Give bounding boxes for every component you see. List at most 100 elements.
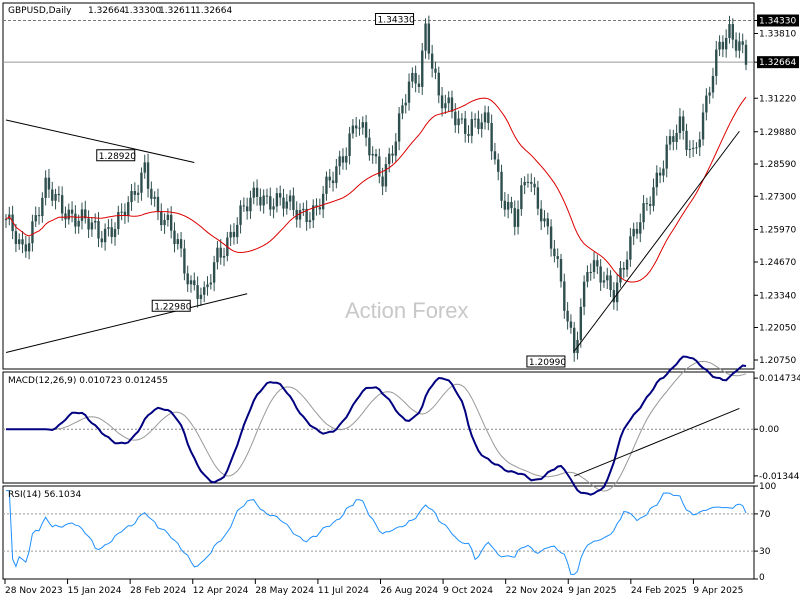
candle-body bbox=[4, 219, 8, 221]
candle-body bbox=[533, 183, 536, 188]
candle-body bbox=[41, 197, 44, 216]
candle-body bbox=[744, 44, 748, 65]
candle-body bbox=[642, 203, 645, 223]
price-label: 1.20990 bbox=[529, 358, 566, 368]
macd-axis-label: -0.013442 bbox=[759, 472, 800, 482]
candle-body bbox=[477, 118, 480, 129]
candle-body bbox=[245, 206, 249, 212]
x-axis-label: 9 Apr 2025 bbox=[693, 586, 743, 596]
candle-body bbox=[345, 155, 348, 163]
candle-body bbox=[460, 118, 464, 120]
macd-axis-label: 0.014734 bbox=[759, 374, 800, 384]
price-label-box bbox=[151, 299, 191, 312]
candle-body bbox=[21, 239, 24, 245]
candle-body bbox=[563, 281, 566, 311]
candle-body bbox=[285, 201, 289, 209]
candle-body bbox=[156, 196, 160, 212]
candle-body bbox=[93, 220, 97, 223]
candle-body bbox=[668, 136, 672, 145]
price-axis-label: 1.23340 bbox=[759, 291, 796, 301]
candle-body bbox=[368, 137, 371, 156]
candle-body bbox=[70, 209, 74, 214]
candle-body bbox=[272, 206, 275, 210]
rsi-axis-label: 30 bbox=[759, 547, 771, 557]
candle-body bbox=[635, 228, 639, 234]
candle-body bbox=[652, 187, 655, 206]
candle-body bbox=[497, 159, 500, 172]
candle-body bbox=[705, 95, 708, 113]
candle-body bbox=[308, 220, 312, 223]
candle-body bbox=[493, 151, 497, 160]
price-axis-label: 1.29880 bbox=[759, 128, 796, 138]
candle-body bbox=[77, 220, 80, 227]
candle-body bbox=[335, 166, 338, 184]
candle-body bbox=[103, 228, 107, 243]
candle-body bbox=[348, 133, 351, 156]
candle-body bbox=[117, 212, 120, 230]
candle-body bbox=[480, 122, 483, 129]
price-label-box bbox=[375, 13, 415, 25]
candle-body bbox=[209, 282, 213, 285]
trendline-3 bbox=[573, 130, 740, 352]
candle-body bbox=[401, 105, 404, 114]
candle-body bbox=[312, 205, 315, 221]
candle-body bbox=[140, 172, 143, 193]
rsi-label: RSI(14) 56.1034 bbox=[8, 490, 81, 500]
candle-body bbox=[513, 208, 516, 227]
price-axis-label: 1.22050 bbox=[759, 324, 796, 334]
x-axis-label: 26 Aug 2024 bbox=[381, 586, 439, 596]
candle-body bbox=[189, 280, 193, 285]
candle-body bbox=[708, 92, 711, 96]
candle-body bbox=[259, 196, 262, 206]
candle-body bbox=[288, 195, 292, 202]
candle-body bbox=[566, 310, 569, 322]
candle-body bbox=[87, 218, 90, 230]
candle-body bbox=[37, 215, 41, 217]
candle-body bbox=[678, 116, 682, 133]
trendline-1 bbox=[5, 119, 195, 163]
price-axis-label: 1.33810 bbox=[759, 30, 796, 40]
candle-body bbox=[569, 321, 573, 328]
candle-body bbox=[186, 273, 189, 285]
candle-body bbox=[510, 201, 513, 209]
trendline-2 bbox=[5, 293, 248, 353]
candle-body bbox=[24, 244, 28, 252]
candle-body bbox=[216, 247, 219, 263]
candle-body bbox=[427, 23, 431, 54]
candle-body bbox=[440, 95, 444, 109]
candle-body bbox=[11, 214, 14, 232]
rsi-pane bbox=[2, 485, 755, 580]
candle-body bbox=[619, 267, 622, 283]
candle-body bbox=[622, 267, 625, 270]
candle-body bbox=[27, 243, 31, 252]
candle-body bbox=[146, 162, 150, 189]
candle-body bbox=[113, 229, 117, 238]
candle-body bbox=[90, 222, 94, 230]
price-axis-label: 1.25970 bbox=[759, 226, 796, 236]
moving-average-line bbox=[5, 96, 747, 283]
candle-body bbox=[411, 72, 414, 82]
candle-body bbox=[688, 149, 692, 151]
candle-body bbox=[123, 211, 127, 217]
macd-axis-label: 0.00 bbox=[759, 425, 779, 435]
ohlc-close: 1.32664 bbox=[195, 6, 232, 16]
candle-body bbox=[229, 231, 232, 238]
candle-body bbox=[206, 284, 209, 288]
candle-body bbox=[242, 205, 246, 207]
candle-body bbox=[275, 193, 279, 207]
price-axis-highlight bbox=[757, 56, 799, 69]
price-axis-label: 1.28590 bbox=[759, 160, 796, 170]
price-axis-label: 1.31220 bbox=[759, 94, 796, 104]
candle-body bbox=[160, 211, 163, 226]
price-axis-label: 1.27300 bbox=[759, 192, 796, 202]
candle-body bbox=[166, 214, 170, 220]
candle-body bbox=[31, 221, 34, 244]
price-label: 1.34330 bbox=[378, 16, 415, 26]
candle-body bbox=[609, 275, 612, 291]
macd-trendline bbox=[574, 407, 740, 477]
candle-body bbox=[97, 220, 100, 239]
candle-body bbox=[354, 125, 358, 129]
candle-body bbox=[711, 76, 715, 93]
candle-body bbox=[394, 141, 398, 156]
candle-body bbox=[589, 272, 592, 274]
